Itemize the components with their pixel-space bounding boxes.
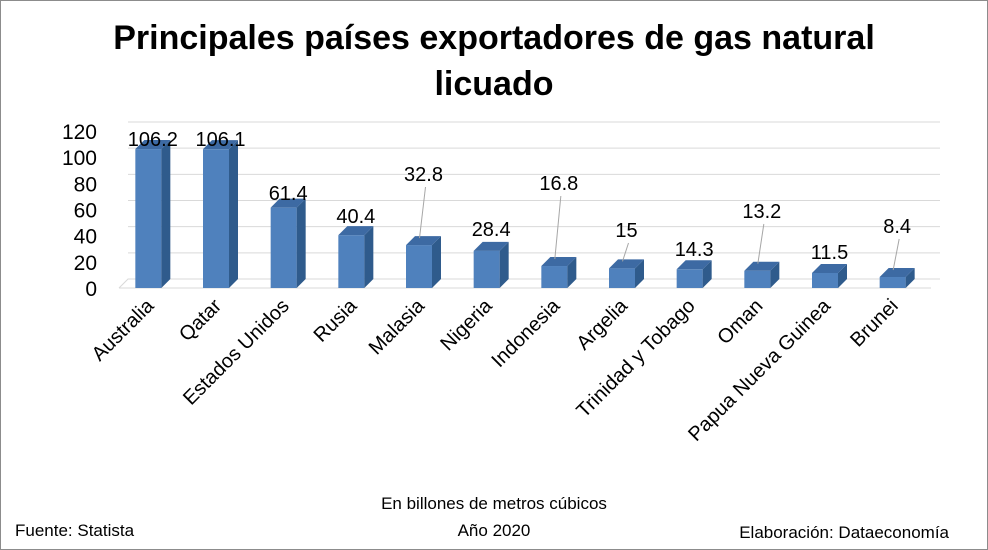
data-label: 13.2 [742,201,781,223]
data-label: 61.4 [269,183,308,205]
bar-top [541,257,577,267]
data-label: 106.1 [195,129,245,151]
category-label: Trinidad y Tobago [573,295,700,422]
leader-line [757,223,765,264]
data-label: 11.5 [811,242,848,264]
bar-side [364,226,374,288]
bar-top [879,268,915,278]
y-tick-label: 40 [74,226,97,249]
data-label: 106.2 [128,129,178,151]
bar [812,272,838,288]
x-axis-label: En billones de metros cúbicos [381,494,607,513]
data-label: 16.8 [539,173,578,195]
bar [541,266,568,288]
bar [406,245,432,288]
bar [203,149,229,288]
bar [473,250,500,288]
bar-top [812,263,847,273]
bar-top [135,140,171,150]
bar [609,268,635,288]
chart-subtitle-year: Año 2020 [457,521,531,540]
bar-side [770,261,780,288]
category-label: Indonesia [487,294,565,372]
bar-top [338,226,374,236]
bar [744,270,771,288]
credit-note: Elaboración: Dataeconomía [739,523,949,542]
category-label: Argelia [572,294,632,354]
y-tick-label: 20 [74,252,97,275]
bar-side [432,236,441,288]
bar [879,277,906,288]
category-label: Rusia [310,294,362,346]
y-tick-label: 0 [85,278,97,301]
category-label: Malasia [365,294,430,359]
category-label: Oman [713,295,767,349]
bar-top [270,198,306,208]
bar-side [905,268,915,288]
bar-top [406,236,441,246]
leader-line [554,195,562,260]
bar-top [203,140,238,150]
bar [270,207,297,288]
data-label: 15 [615,220,637,242]
bar [338,235,365,288]
data-label: 28.4 [472,219,511,241]
category-label: Qatar [175,295,226,346]
bar-top [473,241,509,251]
bar-side [229,140,238,288]
bar-side [296,198,306,288]
bar-side [161,140,171,288]
bar [135,149,162,288]
category-label: Brunei [846,295,902,351]
leader-line [622,242,629,262]
source-note: Fuente: Statista [15,521,135,540]
bar-side [499,241,509,288]
data-label: 8.4 [883,216,911,238]
bar-top [609,259,644,269]
data-label: 40.4 [336,206,375,228]
leader-line [419,186,426,239]
chart-title: Principales países exportadores de gas n… [113,19,875,103]
y-tick-label: 60 [74,200,97,223]
category-label: Nigeria [436,294,497,355]
leader-line [892,238,900,271]
floor-edge [118,278,940,289]
y-tick-label: 100 [62,147,97,170]
bar-side [567,257,577,288]
data-label: 14.3 [675,239,714,261]
bar [676,269,703,288]
data-label: 32.8 [404,164,443,186]
y-tick-label: 120 [62,121,97,144]
category-label: Australia [88,294,159,365]
bar-top [676,260,712,270]
bar-side [838,263,847,288]
bar-top [744,261,780,271]
bar-side [635,259,644,288]
y-tick-label: 80 [74,173,97,196]
bar-side [702,260,712,288]
